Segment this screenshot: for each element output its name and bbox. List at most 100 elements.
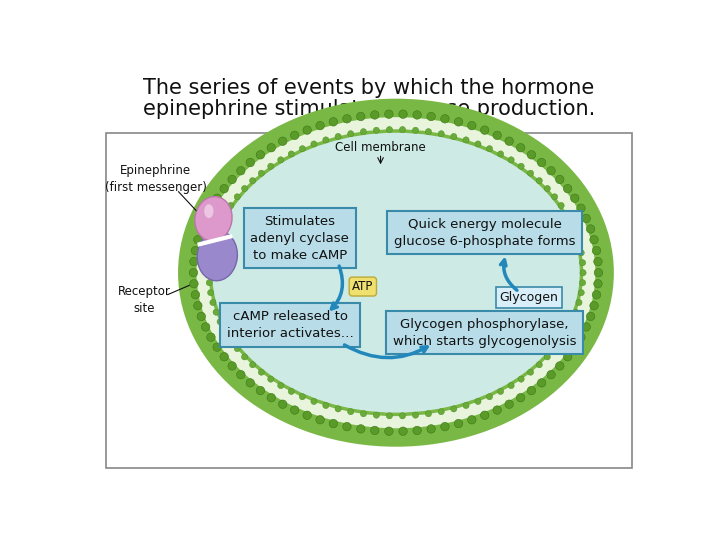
- Circle shape: [384, 110, 393, 118]
- Circle shape: [572, 309, 579, 315]
- Circle shape: [475, 399, 481, 404]
- Circle shape: [323, 137, 329, 143]
- Circle shape: [480, 411, 489, 420]
- Circle shape: [580, 260, 585, 266]
- Text: epinephrine stimulates glucose production.: epinephrine stimulates glucose productio…: [143, 99, 595, 119]
- Circle shape: [217, 319, 223, 325]
- Circle shape: [498, 151, 504, 157]
- Circle shape: [279, 400, 287, 408]
- Circle shape: [220, 184, 228, 193]
- Circle shape: [207, 289, 214, 296]
- Circle shape: [206, 280, 212, 286]
- Circle shape: [228, 337, 234, 343]
- Circle shape: [348, 131, 354, 137]
- Circle shape: [303, 411, 312, 420]
- Circle shape: [564, 211, 570, 218]
- Circle shape: [207, 204, 215, 212]
- Circle shape: [487, 146, 492, 152]
- Text: The series of events by which the hormone: The series of events by which the hormon…: [143, 78, 595, 98]
- Circle shape: [586, 312, 595, 321]
- Circle shape: [569, 319, 575, 325]
- Circle shape: [577, 333, 585, 341]
- Circle shape: [329, 118, 338, 126]
- Circle shape: [323, 402, 329, 409]
- Circle shape: [246, 158, 254, 167]
- Circle shape: [234, 194, 240, 200]
- Circle shape: [516, 394, 525, 402]
- Circle shape: [558, 202, 564, 208]
- Circle shape: [463, 137, 469, 143]
- Text: cAMP released to
interior activates…: cAMP released to interior activates…: [227, 310, 354, 340]
- Circle shape: [197, 312, 205, 321]
- Circle shape: [426, 410, 431, 417]
- Circle shape: [217, 221, 223, 227]
- Text: Receptor
site: Receptor site: [118, 285, 171, 315]
- Circle shape: [441, 422, 449, 431]
- Circle shape: [544, 185, 550, 192]
- Circle shape: [399, 110, 408, 118]
- Circle shape: [316, 416, 324, 424]
- Circle shape: [268, 163, 274, 170]
- Ellipse shape: [197, 117, 595, 428]
- Text: ATP: ATP: [352, 280, 374, 293]
- Circle shape: [413, 412, 418, 418]
- Circle shape: [300, 146, 305, 152]
- Circle shape: [311, 399, 317, 404]
- Circle shape: [564, 328, 570, 334]
- Circle shape: [246, 379, 254, 387]
- Circle shape: [348, 409, 354, 415]
- Circle shape: [544, 354, 550, 360]
- Circle shape: [228, 202, 234, 208]
- Circle shape: [467, 122, 476, 130]
- Ellipse shape: [204, 204, 213, 218]
- Circle shape: [537, 379, 546, 387]
- Circle shape: [268, 376, 274, 382]
- Circle shape: [278, 382, 284, 389]
- Circle shape: [536, 178, 542, 184]
- FancyBboxPatch shape: [106, 132, 632, 468]
- Circle shape: [556, 362, 564, 370]
- Circle shape: [387, 126, 392, 133]
- Circle shape: [576, 240, 582, 246]
- Circle shape: [594, 258, 602, 266]
- Circle shape: [556, 176, 564, 184]
- Circle shape: [256, 386, 265, 395]
- Circle shape: [413, 111, 421, 119]
- Circle shape: [528, 369, 534, 375]
- Circle shape: [505, 400, 513, 408]
- Circle shape: [202, 323, 210, 331]
- Circle shape: [594, 280, 602, 288]
- Circle shape: [373, 127, 379, 133]
- Circle shape: [371, 426, 379, 435]
- Circle shape: [250, 178, 256, 184]
- Circle shape: [438, 409, 444, 415]
- Circle shape: [356, 424, 365, 433]
- Circle shape: [580, 280, 585, 286]
- Circle shape: [508, 382, 514, 389]
- Circle shape: [202, 214, 210, 222]
- Circle shape: [241, 185, 248, 192]
- Circle shape: [547, 370, 555, 379]
- Circle shape: [220, 353, 228, 361]
- Circle shape: [518, 376, 524, 382]
- Ellipse shape: [178, 99, 614, 447]
- Circle shape: [578, 249, 585, 256]
- Circle shape: [258, 170, 264, 176]
- Circle shape: [267, 394, 276, 402]
- Circle shape: [290, 131, 299, 139]
- Circle shape: [527, 151, 536, 159]
- Circle shape: [222, 328, 228, 334]
- Circle shape: [427, 112, 436, 121]
- Circle shape: [384, 427, 393, 435]
- Circle shape: [335, 406, 341, 412]
- Circle shape: [593, 246, 600, 255]
- Circle shape: [467, 416, 476, 424]
- Circle shape: [222, 211, 228, 218]
- Circle shape: [356, 112, 365, 121]
- Circle shape: [480, 126, 489, 134]
- Circle shape: [577, 204, 585, 212]
- Circle shape: [373, 412, 379, 418]
- Circle shape: [194, 301, 202, 310]
- Circle shape: [463, 402, 469, 409]
- Circle shape: [335, 133, 341, 139]
